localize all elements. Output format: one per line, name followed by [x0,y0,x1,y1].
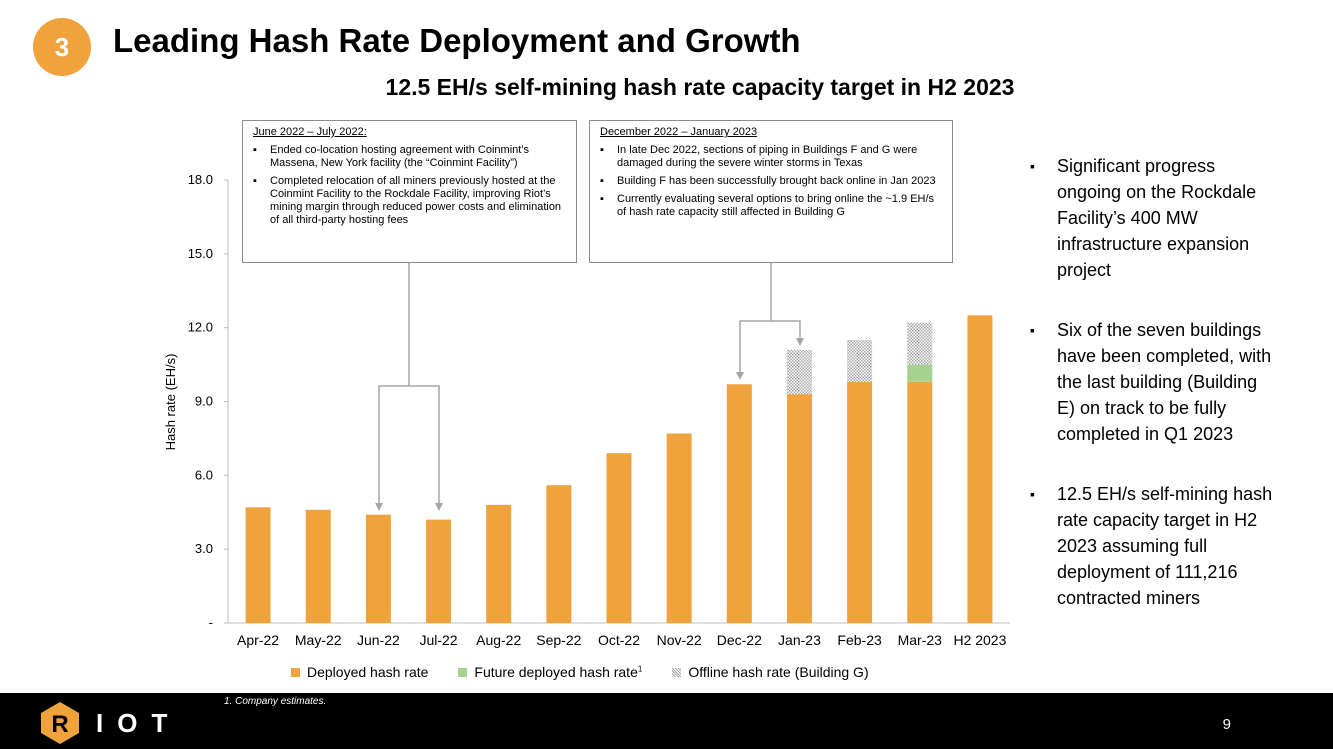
y-tick-label: 15.0 [188,246,213,261]
x-tick-label: Jul-22 [419,632,457,648]
callout-jun-jul-2022: June 2022 – July 2022: Ended co-location… [242,120,577,263]
legend-item-deployed: Deployed hash rate [291,664,428,680]
legend-label-offline: Offline hash rate (Building G) [688,664,869,680]
connector-right-branch [771,320,801,340]
x-tick-label: Oct-22 [598,632,640,648]
bar-offline [907,322,933,365]
x-tick-label: H2 2023 [953,632,1006,648]
arrowhead-jun22 [375,503,383,511]
key-point: Six of the seven buildings have been com… [1030,317,1280,447]
riot-logo-mark: R [41,702,79,744]
bar-deployed [847,381,873,623]
x-tick-label: Nov-22 [657,632,702,648]
connector-right [739,263,772,374]
chart-legend: Deployed hash rate Future deployed hash … [291,664,869,680]
riot-logo: R IOT [40,701,181,745]
riot-logo-text: IOT [96,707,182,738]
bar-offline [786,349,812,395]
footer-bar: R IOT 1. Company estimates. 9 [0,693,1333,749]
bar-deployed [967,315,993,623]
callout-item: Completed relocation of all miners previ… [253,175,566,227]
bar-deployed [726,384,752,623]
svg-text:R: R [51,711,68,738]
bar-deployed [365,514,391,623]
page-number: 9 [1222,716,1231,733]
x-tick-label: Feb-23 [837,632,882,648]
callout-item: Ended co-location hosting agreement with… [253,144,566,170]
x-tick-label: Sep-22 [536,632,581,648]
legend-label-future: Future deployed hash rate1 [474,664,643,680]
legend-swatch-deployed [291,667,300,677]
bar-deployed [426,519,452,623]
y-tick-label: 12.0 [188,320,213,335]
legend-swatch-future [458,667,468,677]
callout-item: Currently evaluating several options to … [600,193,942,219]
x-tick-label: Mar-23 [898,632,943,648]
callout-heading: December 2022 – January 2023 [600,126,758,138]
arrowhead-jul22 [435,503,443,511]
y-tick-label: 6.0 [195,467,213,482]
bar-deployed [786,394,812,623]
bar-offline [847,339,873,382]
x-tick-label: Apr-22 [237,632,279,648]
x-tick-label: May-22 [295,632,342,648]
x-tick-label: Dec-22 [717,632,762,648]
bar-deployed [305,509,331,623]
bar-deployed [546,485,572,623]
key-point: Significant progress ongoing on the Rock… [1030,153,1280,283]
callout-item: In late Dec 2022, sections of piping in … [600,144,942,170]
connector-left [378,263,410,505]
legend-item-offline: Offline hash rate (Building G) [672,664,869,680]
legend-label-deployed: Deployed hash rate [307,664,429,680]
page-title: Leading Hash Rate Deployment and Growth [113,22,801,59]
x-tick-label: Jan-23 [778,632,821,648]
footnote: 1. Company estimates. [224,696,327,707]
y-tick-label: 3.0 [195,541,213,556]
bar-deployed [245,507,271,623]
legend-swatch-offline [672,667,682,677]
callout-dec-2022-jan-2023: December 2022 – January 2023 In late Dec… [589,120,953,263]
bar-deployed [486,504,512,623]
callout-connectors [375,263,804,511]
legend-item-future: Future deployed hash rate1 [458,664,642,680]
key-points-list: Significant progress ongoing on the Rock… [1030,153,1280,645]
x-tick-label: Jun-22 [357,632,400,648]
callout-heading: June 2022 – July 2022: [253,126,367,138]
section-number-badge: 3 [33,18,91,76]
bar-future [907,364,933,382]
bar-deployed [606,453,632,623]
y-tick-label: - [209,615,213,630]
y-tick-label: 18.0 [188,172,213,187]
y-tick-label: 9.0 [195,394,213,409]
y-axis-label: Hash rate (EH/s) [163,354,178,451]
bar-deployed [666,433,692,623]
key-point: 12.5 EH/s self-mining hash rate capacity… [1030,481,1280,611]
bar-deployed [907,381,933,623]
arrowhead-dec22 [736,372,744,380]
x-tick-label: Aug-22 [476,632,521,648]
chart-subtitle: 12.5 EH/s self-mining hash rate capacity… [385,74,1015,100]
callout-item: Building F has been successfully brought… [600,175,942,188]
arrowhead-jan23 [796,338,804,346]
connector-left-branch [409,385,440,505]
